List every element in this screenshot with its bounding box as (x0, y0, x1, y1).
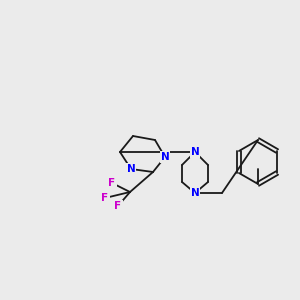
Text: F: F (108, 178, 116, 188)
Text: N: N (190, 147, 200, 157)
Text: F: F (114, 201, 122, 211)
Text: N: N (160, 152, 169, 162)
Text: N: N (190, 188, 200, 198)
Text: N: N (127, 164, 135, 174)
Text: F: F (101, 193, 109, 203)
